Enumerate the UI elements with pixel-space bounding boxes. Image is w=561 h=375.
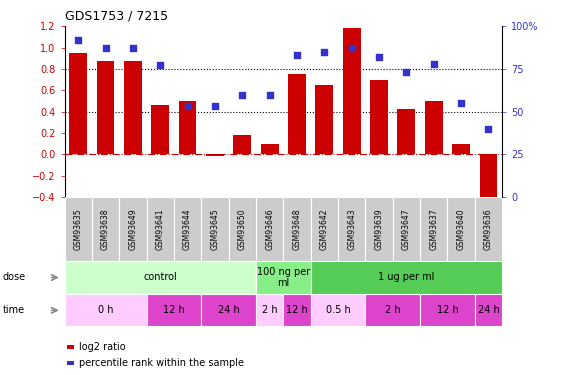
Text: log2 ratio: log2 ratio bbox=[79, 342, 125, 352]
Bar bbox=[448, 197, 475, 261]
Bar bbox=[398, 110, 415, 154]
Bar bbox=[283, 294, 311, 326]
Text: 0 h: 0 h bbox=[98, 305, 113, 315]
Text: control: control bbox=[144, 273, 177, 282]
Bar bbox=[65, 261, 256, 294]
Bar bbox=[146, 294, 201, 326]
Bar bbox=[425, 101, 443, 154]
Text: GSM93636: GSM93636 bbox=[484, 208, 493, 250]
Text: 24 h: 24 h bbox=[218, 305, 240, 315]
Text: 1 ug per ml: 1 ug per ml bbox=[378, 273, 435, 282]
Text: 2 h: 2 h bbox=[262, 305, 278, 315]
Text: GDS1753 / 7215: GDS1753 / 7215 bbox=[65, 9, 168, 22]
Text: 0.5 h: 0.5 h bbox=[325, 305, 351, 315]
Point bbox=[156, 63, 165, 69]
Text: GSM93643: GSM93643 bbox=[347, 208, 356, 250]
Text: 24 h: 24 h bbox=[477, 305, 499, 315]
Point bbox=[484, 126, 493, 132]
Point bbox=[183, 104, 192, 110]
Bar bbox=[365, 197, 393, 261]
Text: 12 h: 12 h bbox=[163, 305, 185, 315]
Bar bbox=[256, 294, 283, 326]
Bar bbox=[365, 294, 420, 326]
Text: 12 h: 12 h bbox=[286, 305, 308, 315]
Bar bbox=[256, 197, 283, 261]
Bar bbox=[343, 28, 361, 154]
Bar bbox=[311, 294, 365, 326]
Bar bbox=[233, 135, 251, 154]
Bar bbox=[201, 197, 229, 261]
Point bbox=[429, 61, 438, 67]
Bar bbox=[475, 197, 502, 261]
Bar bbox=[206, 154, 224, 156]
Bar bbox=[256, 261, 311, 294]
Bar bbox=[179, 101, 196, 154]
Bar bbox=[338, 197, 365, 261]
Point bbox=[347, 45, 356, 51]
Text: GSM93650: GSM93650 bbox=[238, 208, 247, 250]
Point bbox=[73, 37, 82, 43]
Point bbox=[375, 54, 384, 60]
Bar bbox=[283, 197, 311, 261]
Text: GSM93641: GSM93641 bbox=[156, 208, 165, 249]
Text: GSM93639: GSM93639 bbox=[375, 208, 384, 250]
Bar bbox=[261, 144, 278, 154]
Bar bbox=[96, 62, 114, 154]
Bar bbox=[70, 53, 87, 154]
Bar bbox=[92, 197, 119, 261]
Text: GSM93647: GSM93647 bbox=[402, 208, 411, 250]
Bar bbox=[146, 197, 174, 261]
Point bbox=[265, 92, 274, 98]
Bar bbox=[201, 294, 256, 326]
Text: GSM93640: GSM93640 bbox=[457, 208, 466, 250]
Point bbox=[457, 100, 466, 106]
Bar bbox=[65, 197, 92, 261]
Text: GSM93649: GSM93649 bbox=[128, 208, 137, 250]
Bar bbox=[480, 154, 497, 199]
Text: 12 h: 12 h bbox=[436, 305, 458, 315]
Bar bbox=[151, 105, 169, 154]
Bar bbox=[370, 80, 388, 154]
Bar bbox=[475, 294, 502, 326]
Point bbox=[320, 49, 329, 55]
Bar bbox=[420, 294, 475, 326]
Bar bbox=[65, 294, 146, 326]
Text: GSM93645: GSM93645 bbox=[210, 208, 219, 250]
Bar bbox=[229, 197, 256, 261]
Text: time: time bbox=[3, 305, 25, 315]
Text: 100 ng per
ml: 100 ng per ml bbox=[257, 267, 310, 288]
Point bbox=[238, 92, 247, 98]
Text: 2 h: 2 h bbox=[385, 305, 401, 315]
Bar bbox=[174, 197, 201, 261]
Bar bbox=[311, 261, 502, 294]
Point bbox=[128, 45, 137, 51]
Text: GSM93644: GSM93644 bbox=[183, 208, 192, 250]
Bar bbox=[393, 197, 420, 261]
Text: GSM93637: GSM93637 bbox=[429, 208, 438, 250]
Bar bbox=[119, 197, 146, 261]
Bar bbox=[124, 62, 142, 154]
Point bbox=[292, 52, 301, 58]
Bar bbox=[420, 197, 448, 261]
Point bbox=[101, 45, 110, 51]
Point bbox=[210, 104, 219, 110]
Text: GSM93635: GSM93635 bbox=[73, 208, 82, 250]
Text: GSM93646: GSM93646 bbox=[265, 208, 274, 250]
Bar bbox=[315, 85, 333, 154]
Bar bbox=[311, 197, 338, 261]
Text: GSM93638: GSM93638 bbox=[101, 208, 110, 249]
Text: dose: dose bbox=[3, 273, 26, 282]
Text: GSM93642: GSM93642 bbox=[320, 208, 329, 249]
Bar bbox=[288, 74, 306, 154]
Bar bbox=[452, 144, 470, 154]
Text: percentile rank within the sample: percentile rank within the sample bbox=[79, 358, 243, 368]
Point bbox=[402, 69, 411, 75]
Text: GSM93648: GSM93648 bbox=[292, 208, 301, 249]
